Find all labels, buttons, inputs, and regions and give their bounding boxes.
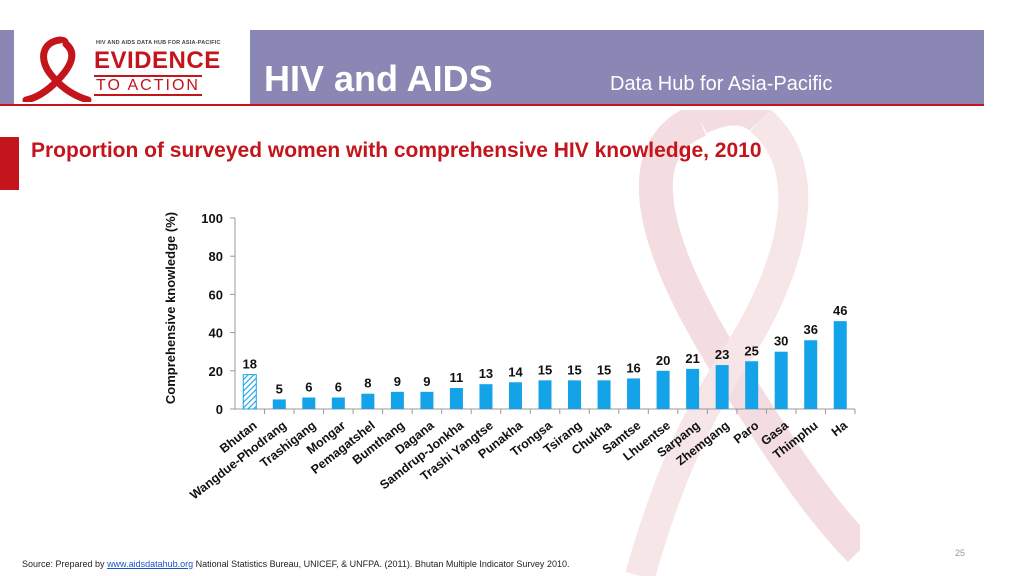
source-suffix: National Statistics Bureau, UNICEF, & UN… xyxy=(193,559,570,569)
data-label: 9 xyxy=(394,374,401,389)
logo[interactable]: HIV AND AIDS DATA HUB FOR ASIA-PACIFIC E… xyxy=(14,30,250,104)
bar-trongsa xyxy=(538,380,552,409)
data-label: 15 xyxy=(538,362,552,377)
hub-title: HIV and AIDS xyxy=(264,58,493,99)
chart-title: Proportion of surveyed women with compre… xyxy=(31,139,762,162)
logo-wordmark-to-action: TO ACTION xyxy=(94,75,202,96)
data-label: 46 xyxy=(833,303,847,318)
y-tick-label: 80 xyxy=(209,249,223,264)
slide-number: 25 xyxy=(955,548,966,558)
bar-pemagatshel xyxy=(361,393,375,409)
background-ribbon-graphic xyxy=(625,110,860,576)
data-label: 14 xyxy=(508,364,523,379)
logo-wordmark-evidence: EVIDENCE xyxy=(94,47,221,74)
data-label: 36 xyxy=(803,322,817,337)
bar-wangdue-phodrang xyxy=(272,399,286,409)
bar-chukha xyxy=(597,380,611,409)
bar-ha xyxy=(833,321,847,409)
data-label: 16 xyxy=(626,360,640,375)
data-label: 23 xyxy=(715,347,729,362)
data-label: 9 xyxy=(423,374,430,389)
bar-mongar xyxy=(331,397,345,409)
bar-thimphu xyxy=(804,340,818,409)
data-label: 15 xyxy=(597,362,611,377)
data-label: 6 xyxy=(305,380,312,395)
bar-zhemgang xyxy=(715,365,729,409)
bar-bumthang xyxy=(390,391,404,409)
header-divider xyxy=(0,104,984,106)
source-link[interactable]: www.aidsdatahub.org xyxy=(107,559,194,569)
bar-lhuentse xyxy=(656,370,670,409)
logo-caption: HIV AND AIDS DATA HUB FOR ASIA-PACIFIC xyxy=(96,40,221,46)
source-note: Source: Prepared by www.aidsdatahub.org … xyxy=(22,559,569,569)
source-prefix: Source: Prepared by xyxy=(22,559,108,569)
data-label: 25 xyxy=(744,343,758,358)
bar-tsirang xyxy=(568,380,582,409)
data-label: 11 xyxy=(450,370,464,385)
y-tick-label: 40 xyxy=(209,326,223,341)
x-tick-label: Paro xyxy=(731,418,762,446)
data-label: 20 xyxy=(656,353,670,368)
bar-punakha xyxy=(508,382,522,409)
data-label: 5 xyxy=(276,381,283,396)
title-accent-bar xyxy=(0,137,19,190)
data-label: 18 xyxy=(243,357,257,372)
y-tick-label: 0 xyxy=(216,402,223,417)
hub-subtitle: Data Hub for Asia-Pacific xyxy=(610,73,833,95)
bar-sarpang xyxy=(686,368,700,409)
y-tick-label: 60 xyxy=(209,287,223,302)
x-tick-label: Ha xyxy=(829,418,851,440)
data-label: 8 xyxy=(364,376,371,391)
data-label: 13 xyxy=(479,366,493,381)
data-label: 30 xyxy=(774,334,788,349)
bar-paro xyxy=(745,361,759,409)
bar-bhutan xyxy=(242,374,257,410)
red-ribbon-icon xyxy=(22,36,92,102)
data-label: 15 xyxy=(567,362,581,377)
y-axis-label: Comprehensive knowledge (%) xyxy=(163,212,178,404)
y-tick-label: 20 xyxy=(209,364,223,379)
bar-samtse xyxy=(627,378,641,409)
bar-trashi-yangtse xyxy=(479,384,493,409)
bar-gasa xyxy=(774,351,788,409)
bar-samdrup-jonkha xyxy=(449,387,463,409)
data-label: 21 xyxy=(685,351,699,366)
y-tick-label: 100 xyxy=(201,211,223,226)
data-label: 6 xyxy=(335,380,342,395)
bar-trashigang xyxy=(302,397,316,409)
bar-dagana xyxy=(420,391,434,409)
header-banner: HIV AND AIDS DATA HUB FOR ASIA-PACIFIC E… xyxy=(0,30,984,104)
